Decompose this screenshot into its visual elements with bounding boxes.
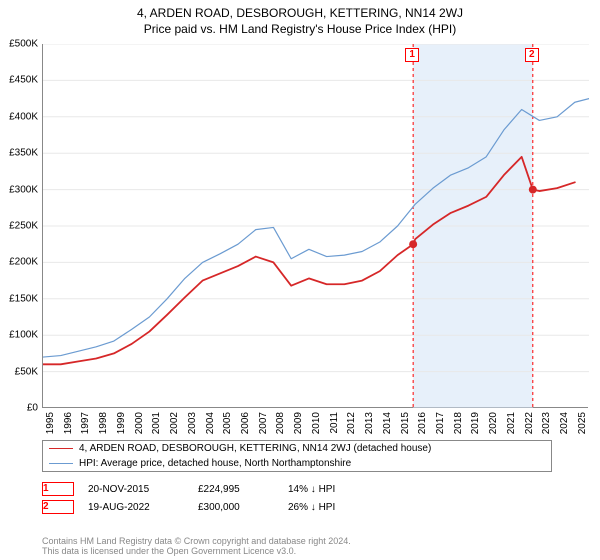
sales-row-1: 1 20-NOV-2015 £224,995 14% ↓ HPI <box>42 480 365 498</box>
y-tick-label: £150K <box>0 293 42 304</box>
y-tick-label: £400K <box>0 111 42 122</box>
x-tick-label: 1997 <box>80 412 91 442</box>
legend-item-property: 4, ARDEN ROAD, DESBOROUGH, KETTERING, NN… <box>43 441 551 456</box>
x-tick-label: 2011 <box>329 412 340 442</box>
legend-swatch-property <box>49 448 73 449</box>
chart-subtitle: Price paid vs. HM Land Registry's House … <box>0 20 600 40</box>
sale-date-2: 19-AUG-2022 <box>88 502 198 513</box>
y-tick-label: £250K <box>0 221 42 232</box>
x-tick-label: 2015 <box>400 412 411 442</box>
plot-area <box>42 44 588 408</box>
chart-marker-box: 2 <box>525 48 539 62</box>
x-tick-label: 2010 <box>311 412 322 442</box>
x-tick-label: 2020 <box>488 412 499 442</box>
x-tick-label: 2018 <box>453 412 464 442</box>
legend-label-property: 4, ARDEN ROAD, DESBOROUGH, KETTERING, NN… <box>79 443 431 454</box>
sale-marker-1: 1 <box>42 482 74 496</box>
x-tick-label: 2013 <box>364 412 375 442</box>
legend-item-hpi: HPI: Average price, detached house, Nort… <box>43 456 551 471</box>
x-tick-label: 2008 <box>275 412 286 442</box>
x-tick-label: 2022 <box>524 412 535 442</box>
x-tick-label: 2006 <box>240 412 251 442</box>
x-tick-label: 2021 <box>506 412 517 442</box>
x-tick-label: 2016 <box>417 412 428 442</box>
x-tick-label: 1999 <box>116 412 127 442</box>
legend-label-hpi: HPI: Average price, detached house, Nort… <box>79 458 351 469</box>
legend-box: 4, ARDEN ROAD, DESBOROUGH, KETTERING, NN… <box>42 440 552 472</box>
chart-svg <box>43 44 589 408</box>
chart-container: 4, ARDEN ROAD, DESBOROUGH, KETTERING, NN… <box>0 0 600 560</box>
x-tick-label: 2017 <box>435 412 446 442</box>
legend-swatch-hpi <box>49 463 73 464</box>
chart-title: 4, ARDEN ROAD, DESBOROUGH, KETTERING, NN… <box>0 0 600 20</box>
sales-row-2: 2 19-AUG-2022 £300,000 26% ↓ HPI <box>42 498 365 516</box>
y-tick-label: £350K <box>0 148 42 159</box>
x-tick-label: 1998 <box>98 412 109 442</box>
x-tick-label: 2002 <box>169 412 180 442</box>
sale-date-1: 20-NOV-2015 <box>88 484 198 495</box>
x-tick-label: 2007 <box>258 412 269 442</box>
y-tick-label: £100K <box>0 330 42 341</box>
x-tick-label: 2024 <box>559 412 570 442</box>
y-tick-label: £200K <box>0 257 42 268</box>
y-tick-label: £450K <box>0 75 42 86</box>
sale-vs-hpi-1: 14% ↓ HPI <box>288 484 365 495</box>
x-tick-label: 2004 <box>205 412 216 442</box>
sale-vs-hpi-2: 26% ↓ HPI <box>288 502 365 513</box>
x-tick-label: 2005 <box>222 412 233 442</box>
footer-line-2: This data is licensed under the Open Gov… <box>42 546 351 556</box>
x-tick-label: 1996 <box>63 412 74 442</box>
x-tick-label: 2014 <box>382 412 393 442</box>
x-tick-label: 2025 <box>577 412 588 442</box>
x-tick-label: 2023 <box>541 412 552 442</box>
sale-price-1: £224,995 <box>198 484 288 495</box>
sale-marker-2: 2 <box>42 500 74 514</box>
x-tick-label: 2009 <box>293 412 304 442</box>
y-tick-label: £500K <box>0 39 42 50</box>
footer-text: Contains HM Land Registry data © Crown c… <box>42 536 351 556</box>
sales-table: 1 20-NOV-2015 £224,995 14% ↓ HPI 2 19-AU… <box>42 480 365 516</box>
x-tick-label: 2012 <box>346 412 357 442</box>
x-tick-label: 2001 <box>151 412 162 442</box>
x-tick-label: 2003 <box>187 412 198 442</box>
y-tick-label: £50K <box>0 366 42 377</box>
x-tick-label: 1995 <box>45 412 56 442</box>
chart-marker-box: 1 <box>405 48 419 62</box>
x-tick-label: 2000 <box>134 412 145 442</box>
sale-price-2: £300,000 <box>198 502 288 513</box>
x-tick-label: 2019 <box>470 412 481 442</box>
footer-line-1: Contains HM Land Registry data © Crown c… <box>42 536 351 546</box>
y-tick-label: £300K <box>0 184 42 195</box>
y-tick-label: £0 <box>0 403 42 414</box>
